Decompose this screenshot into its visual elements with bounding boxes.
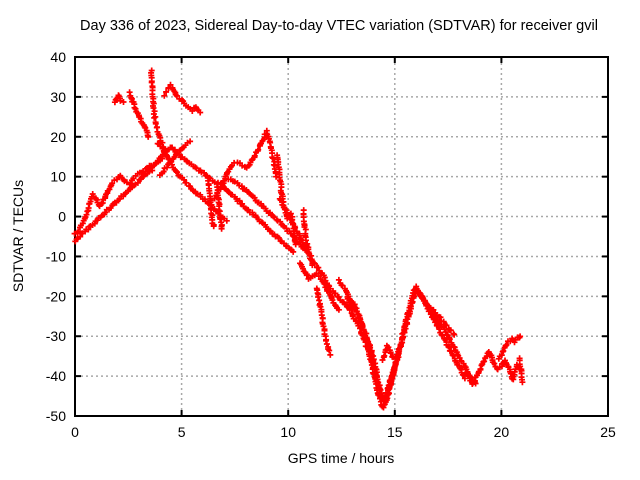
y-tick-label: -50 <box>46 408 66 424</box>
x-tick-label: 20 <box>494 424 510 440</box>
trace-markers <box>516 355 526 386</box>
y-tick-label: 20 <box>50 129 66 145</box>
data-points <box>71 67 526 411</box>
y-tick-label: 10 <box>50 169 66 185</box>
trace-markers <box>462 349 523 387</box>
trace-markers <box>156 138 194 179</box>
y-tick-labels: -50 -40 -30 -20 -10 0 10 20 30 40 <box>46 49 66 424</box>
trace-markers <box>379 342 397 363</box>
x-tick-label: 15 <box>387 424 403 440</box>
trace-markers <box>414 287 468 382</box>
trace-markers <box>382 290 419 405</box>
x-tick-label: 0 <box>71 424 79 440</box>
trace-markers <box>205 177 217 230</box>
x-tick-labels: 0 5 10 15 20 25 <box>71 424 616 440</box>
y-tick-label: -20 <box>46 288 66 304</box>
x-axis-label: GPS time / hours <box>288 450 395 466</box>
trace-markers <box>495 333 524 362</box>
x-tick-label: 5 <box>178 424 186 440</box>
y-tick-label: 40 <box>50 49 66 65</box>
trace-markers <box>126 89 152 140</box>
y-tick-label: 30 <box>50 89 66 105</box>
x-tick-label: 10 <box>280 424 296 440</box>
chart-title: Day 336 of 2023, Sidereal Day-to-day VTE… <box>80 18 598 34</box>
trace-markers <box>313 285 334 358</box>
x-tick-label: 25 <box>600 424 616 440</box>
trace-markers <box>72 167 156 245</box>
y-tick-label: -10 <box>46 248 66 264</box>
trace-markers <box>161 81 204 116</box>
y-tick-label: 0 <box>58 209 66 225</box>
y-tick-label: -40 <box>46 368 66 384</box>
trace-markers <box>219 183 297 255</box>
trace-markers <box>148 67 159 120</box>
trace-markers <box>344 294 356 312</box>
y-tick-label: -30 <box>46 328 66 344</box>
trace-markers <box>111 92 127 106</box>
y-axis-label: SDTVAR / TECUs <box>10 180 26 292</box>
